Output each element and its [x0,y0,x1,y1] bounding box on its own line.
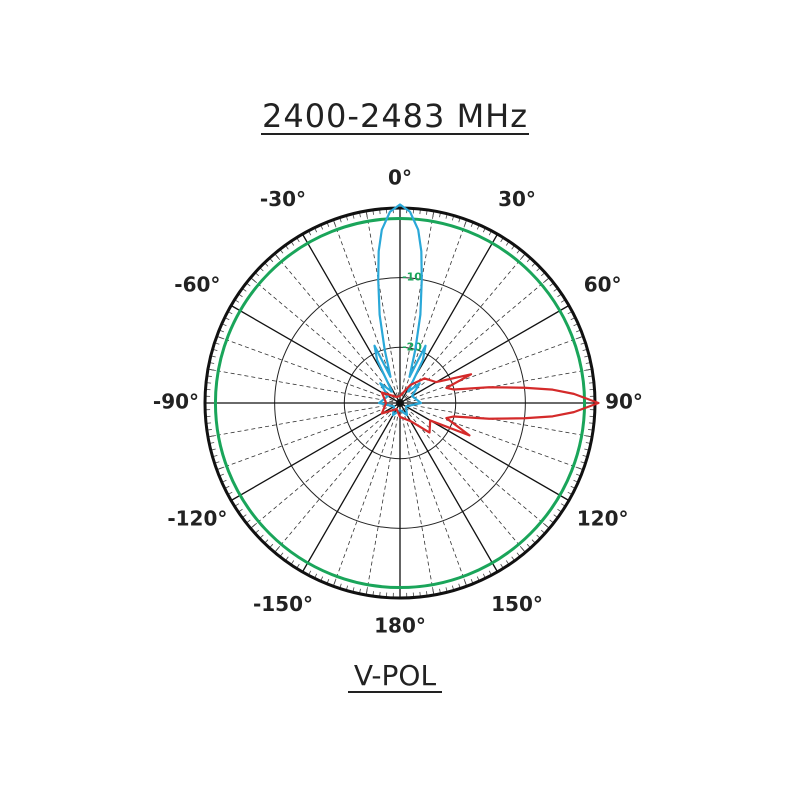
spoke [301,402,401,573]
chart-subtitle: V-POL [354,659,437,692]
theta-tick-label: 150° [491,592,543,616]
spoke [230,402,401,502]
theta-tick-label: -60° [174,273,220,297]
minor-spoke [399,277,550,404]
theta-tick-label: 30° [498,187,536,211]
minor-spoke [399,402,584,471]
pattern-line [380,373,600,437]
minor-spoke [399,402,468,587]
minor-spoke [399,219,468,404]
minor-spoke [399,402,550,529]
spoke [399,402,570,502]
minor-spoke [399,402,435,596]
minor-spoke [365,402,401,596]
spoke [230,304,401,404]
r-tick-label: -10 [402,271,422,284]
minor-spoke [216,402,401,471]
theta-tick-label: 60° [584,273,622,297]
minor-spoke [332,219,401,404]
r-tick-label: -20 [402,340,422,353]
minor-spoke [365,210,401,404]
minor-spoke [207,402,401,438]
minor-spoke [399,368,593,404]
theta-tick-label: 0° [388,166,412,190]
theta-tick-label: -30° [260,187,306,211]
reference-ring [213,216,587,590]
spoke [399,402,499,573]
theta-tick-label: 120° [577,507,629,531]
pattern-line [373,203,427,417]
minor-spoke [207,368,401,404]
chart-title: 2400-2483 MHz [262,97,528,135]
minor-spoke [399,335,584,404]
minor-spoke [399,210,435,404]
minor-spoke [274,402,401,553]
theta-tick-label: -90° [153,390,199,414]
outer-ring [203,206,597,600]
minor-spoke [250,402,401,529]
minor-spoke [250,277,401,404]
minor-spoke [216,335,401,404]
minor-spoke [274,253,401,404]
minor-spoke [399,402,593,438]
spoke [399,304,570,404]
theta-tick-label: 180° [374,614,426,638]
theta-tick-label: -150° [253,592,313,616]
minor-spoke [332,402,401,587]
theta-tick-label: 90° [605,390,643,414]
minor-spoke [399,253,526,404]
theta-tick-label: -120° [167,507,227,531]
minor-spoke [399,402,526,553]
